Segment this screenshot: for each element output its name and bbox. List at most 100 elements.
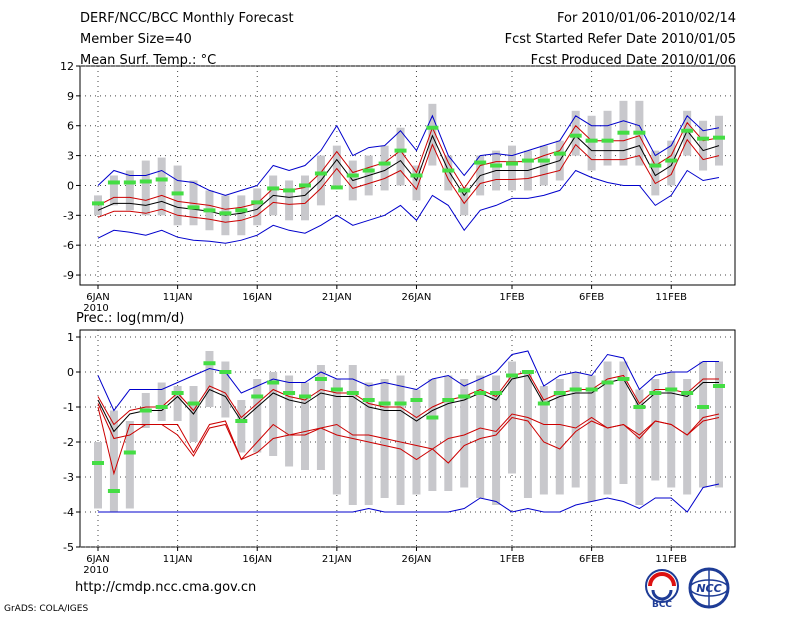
footer-url: http://cmdp.ncc.cma.gov.cn bbox=[75, 580, 257, 595]
median-marker bbox=[601, 138, 614, 143]
member-spread-box bbox=[205, 351, 214, 407]
median-marker bbox=[713, 135, 725, 140]
panel-title: Prec.: log(mm/d) bbox=[76, 311, 184, 326]
median-marker bbox=[139, 408, 152, 413]
median-marker bbox=[283, 391, 296, 395]
series-line-inner-upper bbox=[97, 121, 720, 210]
x-tick-label: 6FEB bbox=[579, 554, 604, 565]
member-spread-box bbox=[699, 361, 708, 488]
member-spread-box bbox=[492, 375, 501, 505]
y-tick-label: -4 bbox=[63, 506, 74, 519]
member-spread-box bbox=[683, 379, 692, 495]
x-tick-label: 26JAN bbox=[402, 292, 432, 303]
member-spread-box bbox=[364, 382, 373, 505]
x-tick-label: 1FEB bbox=[499, 292, 524, 303]
member-spread-box bbox=[683, 110, 692, 156]
median-marker bbox=[267, 186, 280, 191]
figure-title: DERF/NCC/BCC Monthly Forecast bbox=[80, 11, 294, 26]
median-marker bbox=[330, 387, 343, 392]
member-spread-box bbox=[189, 180, 198, 226]
bcc-logo-text: BCC bbox=[652, 600, 672, 610]
member-spread-box bbox=[109, 410, 118, 512]
median-marker bbox=[251, 200, 264, 205]
median-marker bbox=[442, 168, 455, 173]
median-marker bbox=[410, 173, 423, 178]
member-spread-box bbox=[316, 365, 325, 470]
member-spread-box bbox=[444, 375, 453, 491]
median-marker bbox=[537, 401, 550, 406]
grads-credit: GrADS: COLA/IGES bbox=[4, 604, 89, 614]
member-spread-box bbox=[428, 379, 437, 491]
median-marker bbox=[506, 161, 518, 166]
series-line-outer-upper bbox=[97, 114, 720, 196]
member-spread-box bbox=[285, 180, 294, 221]
median-marker bbox=[394, 401, 407, 406]
median-marker bbox=[378, 161, 391, 166]
member-spread-box bbox=[476, 375, 485, 498]
y-tick-label: 1 bbox=[67, 331, 74, 344]
y-tick-label: 0 bbox=[67, 366, 74, 379]
x-year-label: 2010 bbox=[83, 565, 108, 576]
median-marker bbox=[203, 361, 216, 366]
y-tick-label: -3 bbox=[63, 471, 74, 484]
member-spread-box bbox=[237, 195, 246, 236]
x-tick-label: 11JAN bbox=[163, 554, 193, 565]
median-marker bbox=[553, 151, 566, 156]
median-marker bbox=[171, 391, 184, 395]
median-marker bbox=[681, 128, 694, 133]
member-spread-box bbox=[253, 379, 262, 453]
median-marker bbox=[521, 370, 534, 374]
member-spread-box bbox=[555, 379, 564, 495]
member-spread-box bbox=[651, 379, 660, 481]
series-line-extra-red bbox=[97, 403, 720, 461]
series-line-inner-lower bbox=[97, 138, 720, 223]
median-marker bbox=[713, 384, 725, 388]
member-spread-box bbox=[237, 400, 246, 453]
member-spread-box bbox=[412, 165, 421, 201]
member-spread-box bbox=[141, 160, 150, 216]
y-tick-label: 9 bbox=[67, 90, 74, 103]
y-tick-label: -6 bbox=[63, 239, 74, 252]
median-marker bbox=[299, 394, 311, 399]
member-spread-box bbox=[396, 375, 405, 505]
y-tick-label: 3 bbox=[67, 150, 74, 163]
median-marker bbox=[585, 387, 598, 392]
median-marker bbox=[410, 398, 423, 402]
member-spread-box bbox=[460, 379, 469, 488]
member-spread-box bbox=[715, 115, 723, 166]
member-spread-box bbox=[412, 389, 421, 495]
x-tick-label: 1FEB bbox=[499, 554, 524, 565]
median-marker bbox=[633, 130, 646, 135]
member-spread-box bbox=[571, 372, 580, 488]
member-spread-box bbox=[94, 442, 102, 509]
refer-date: Fcst Started Refer Date 2010/01/05 bbox=[504, 32, 736, 47]
median-marker bbox=[92, 201, 104, 206]
median-marker bbox=[665, 158, 678, 163]
member-spread-box bbox=[332, 379, 341, 495]
forecast-period: For 2010/01/06-2010/02/14 bbox=[557, 11, 736, 26]
member-spread-box bbox=[301, 382, 309, 470]
x-tick-label: 16JAN bbox=[242, 292, 272, 303]
median-marker bbox=[346, 173, 359, 178]
y-tick-label: 6 bbox=[67, 120, 74, 133]
member-spread-box bbox=[173, 386, 182, 421]
median-marker bbox=[155, 405, 168, 409]
member-spread-box bbox=[109, 175, 118, 206]
member-spread-box bbox=[651, 150, 660, 196]
median-marker bbox=[219, 211, 232, 216]
variable-label: Mean Surf. Temp.: °C bbox=[80, 53, 217, 68]
median-marker bbox=[681, 391, 694, 395]
median-marker bbox=[585, 138, 598, 143]
median-marker bbox=[553, 391, 566, 395]
median-marker bbox=[107, 180, 120, 185]
median-marker bbox=[617, 377, 630, 381]
member-spread-box bbox=[523, 372, 532, 498]
member-spread-box bbox=[508, 145, 516, 191]
member-spread-box bbox=[635, 389, 644, 505]
y-tick-label: -3 bbox=[63, 209, 74, 222]
median-marker bbox=[426, 415, 439, 420]
median-marker bbox=[490, 391, 503, 395]
header-right: For 2010/01/06-2010/02/14 Fcst Started R… bbox=[505, 10, 736, 73]
series-line-outer-lower bbox=[98, 483, 720, 513]
